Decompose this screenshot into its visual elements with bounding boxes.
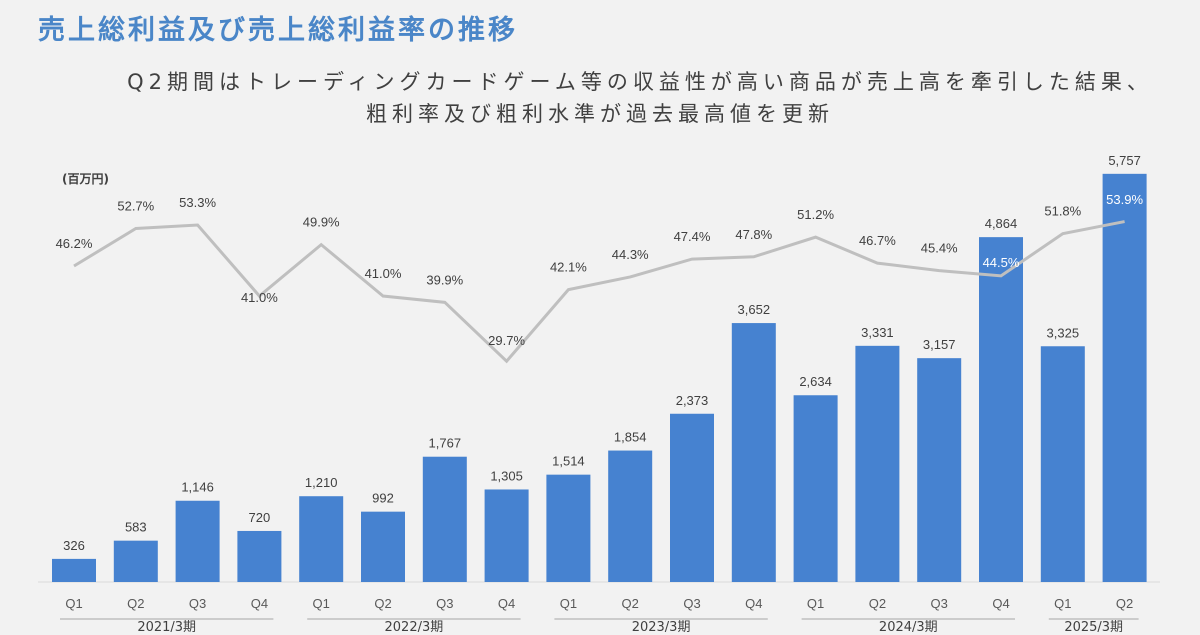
margin-value-label: 46.2% [56,236,93,251]
bar [52,558,96,582]
subtitle-line-1: Q2期間はトレーディングカードゲーム等の収益性が高い商品が売上高を牽引した結果、 [127,70,1153,94]
bar [361,511,405,582]
bar [1040,346,1085,582]
bar [670,413,714,582]
bar [299,496,344,582]
x-tick-label: Q4 [498,596,515,611]
x-tick-label: Q2 [374,596,391,611]
bar-value-label: 1,514 [552,454,585,469]
x-tick-label: Q1 [1054,596,1071,611]
x-tick-label: Q1 [65,596,82,611]
margin-value-label: 53.3% [179,195,216,210]
bar-value-label: 4,864 [985,216,1018,231]
fiscal-year-label: 2024/3期 [878,620,938,635]
margin-value-label: 51.2% [797,207,834,222]
bar [855,345,900,582]
fiscal-year-label: 2023/3期 [631,620,691,635]
margin-value-label: 46.7% [859,233,896,248]
x-tick-label: Q2 [622,596,639,611]
margin-value-label: 42.1% [550,260,587,275]
margin-line [73,220,1125,364]
margin-value-label: 41.0% [365,266,402,281]
bar-value-label: 583 [125,520,147,535]
margin-value-label: 41.0% [241,290,278,305]
bar [917,358,962,582]
fiscal-year-label: 2025/3期 [1064,620,1124,635]
x-tick-label: Q2 [1116,596,1133,611]
fiscal-year-label: 2022/3期 [384,620,444,635]
x-tick-label: Q4 [992,596,1009,611]
bar-value-label: 5,757 [1108,153,1141,168]
margin-value-label: 49.9% [303,215,340,230]
x-tick-label: Q3 [683,596,700,611]
bar-value-label: 1,210 [305,475,338,490]
margin-value-label: 53.9% [1106,192,1143,207]
bar-value-label: 3,325 [1047,325,1080,340]
bar-value-label: 2,634 [799,374,832,389]
bar [546,474,591,582]
bar [422,456,467,582]
x-tick-label: Q3 [189,596,206,611]
bar-value-label: 1,146 [181,480,214,495]
unit-label: (百万円) [62,172,109,186]
bar-value-label: 326 [63,538,85,553]
bar-value-label: 2,373 [676,393,709,408]
margin-value-label: 44.5% [983,255,1020,270]
bar [237,530,282,582]
bar-value-label: 1,767 [429,436,462,451]
bar-value-label: 3,157 [923,337,956,352]
margin-value-label: 51.8% [1044,204,1081,219]
margin-value-label: 44.3% [612,247,649,262]
subtitle-line-2: 粗利率及び粗利水準が過去最高値を更新 [366,102,834,126]
x-tick-label: Q4 [251,596,268,611]
x-tick-label: Q1 [560,596,577,611]
bar [731,323,776,582]
x-tick-label: Q4 [745,596,762,611]
margin-value-label: 45.4% [921,241,958,256]
bar [608,450,653,582]
fiscal-year-label: 2021/3期 [137,620,197,635]
page-title: 売上総利益及び売上総利益率の推移 [38,15,518,46]
x-tick-label: Q1 [807,596,824,611]
x-tick-label: Q3 [931,596,948,611]
bar-value-label: 992 [372,491,394,506]
bar-value-label: 1,854 [614,430,647,445]
x-tick-label: Q2 [869,596,886,611]
bar [113,540,158,582]
bar-value-label: 720 [249,510,271,525]
x-tick-label: Q2 [127,596,144,611]
bar [175,500,220,582]
bar [484,489,529,582]
x-tick-label: Q1 [313,596,330,611]
margin-value-label: 47.8% [735,227,772,242]
x-tick-label: Q3 [436,596,453,611]
margin-value-label: 39.9% [426,272,463,287]
bar [793,395,838,582]
margin-value-label: 47.4% [674,229,711,244]
bar [979,237,1023,582]
bar-value-label: 3,331 [861,325,894,340]
margin-value-label: 52.7% [117,198,154,213]
bar-value-label: 3,652 [738,302,771,317]
bar [1102,173,1147,582]
bar-value-label: 1,305 [490,468,523,483]
margin-value-label: 29.7% [488,333,525,348]
